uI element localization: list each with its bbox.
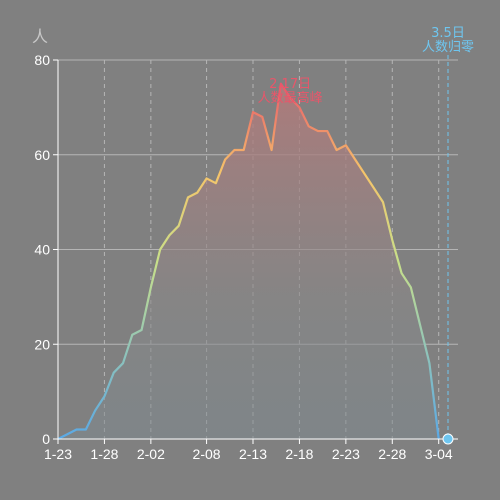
- x-tick-label: 1-28: [90, 446, 118, 462]
- area-fill: [58, 83, 448, 439]
- y-tick-label: 40: [34, 242, 50, 258]
- x-tick-label: 2-23: [332, 446, 360, 462]
- end-point-marker: [442, 433, 454, 445]
- x-tick-label: 2-18: [285, 446, 313, 462]
- y-tick-label: 60: [34, 147, 50, 163]
- line-path: [57, 82, 440, 440]
- x-tick-label: 2-28: [378, 446, 406, 462]
- y-axis-unit: 人: [32, 27, 48, 46]
- x-tick-label: 1-23: [44, 446, 72, 462]
- y-tick-label: 80: [34, 52, 50, 68]
- area-path: [58, 83, 448, 439]
- annotation-line2: 人数归零: [422, 40, 474, 55]
- annotation-line1: 3.5日: [431, 26, 465, 41]
- y-tick-label: 0: [42, 431, 50, 447]
- x-tick-label: 3-04: [425, 446, 453, 462]
- axes: 0 20 40 60 80 1-23 1-28 2-02 2-08 2-13 2-18 2-23 2-2…: [32, 27, 458, 462]
- y-tick-label: 20: [34, 336, 50, 352]
- annotation-line2: 人数最高峰: [258, 90, 323, 106]
- series-line: [57, 82, 440, 440]
- annotation-line1: 2.17日: [269, 77, 311, 92]
- x-tick-label: 2-13: [239, 446, 267, 462]
- x-tick-label: 2-02: [137, 446, 165, 462]
- x-tick-label: 2-08: [193, 446, 221, 462]
